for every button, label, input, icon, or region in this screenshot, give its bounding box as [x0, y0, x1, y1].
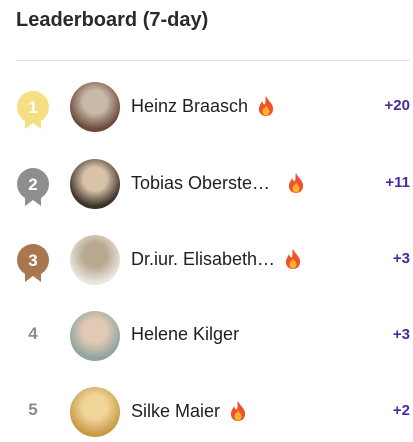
medal-circle: [17, 168, 49, 200]
name-text: Heinz Braasch: [131, 95, 249, 116]
rank-number: 2: [28, 175, 37, 194]
avatar: [70, 387, 120, 437]
leaderboard-row: 4 Helene Kilger +3: [0, 306, 413, 366]
avatar: [70, 82, 120, 132]
medal-circle: [17, 91, 49, 123]
name-text: Silke Maier: [131, 400, 221, 421]
fire-inner: [262, 105, 270, 116]
divider: [16, 60, 410, 61]
rank-number: 5: [28, 400, 38, 419]
name-text: Tobias Oberste…: [131, 172, 271, 193]
rank-medal: 3: [17, 244, 49, 282]
user-name: Tobias Oberste…: [131, 172, 305, 194]
points: +20: [384, 97, 410, 114]
name-text: Helene Kilger: [131, 324, 240, 344]
points: +3: [392, 250, 410, 267]
fire-inner: [289, 258, 297, 269]
avatar: [70, 311, 120, 361]
medal-circle: [17, 244, 49, 276]
rank-medal: 1: [17, 91, 49, 129]
user-name: Silke Maier: [131, 400, 247, 422]
leaderboard-row: 2 Tobias Oberste… +11: [0, 154, 413, 214]
avatar: [70, 159, 120, 209]
title: Leaderboard (7-day): [16, 9, 209, 31]
leaderboard-row: 5 Silke Maier +2: [0, 382, 413, 442]
streak-fire-icon: [258, 96, 274, 116]
leaderboard-row: 1 Heinz Braasch +20: [0, 77, 413, 137]
fire-inner: [292, 182, 300, 193]
fire-inner: [234, 410, 242, 421]
points: +3: [392, 326, 410, 343]
user-name: Dr.iur. Elisabeth…: [131, 248, 302, 270]
rank-number: 4: [28, 324, 38, 343]
points: +11: [385, 174, 410, 191]
user-name: Heinz Braasch: [131, 95, 275, 117]
name-text: Dr.iur. Elisabeth…: [131, 248, 276, 269]
rank-medal: 2: [17, 168, 49, 206]
leaderboard-row: 3 Dr.iur. Elisabeth… +3: [0, 230, 413, 290]
streak-fire-icon: [288, 173, 304, 193]
streak-fire-icon: [230, 401, 246, 421]
points: +2: [392, 402, 410, 419]
rank-number: 1: [28, 98, 37, 117]
rank-number: 3: [28, 251, 37, 270]
streak-fire-icon: [285, 249, 301, 269]
user-name: Helene Kilger: [131, 324, 239, 345]
avatar: [70, 235, 120, 285]
